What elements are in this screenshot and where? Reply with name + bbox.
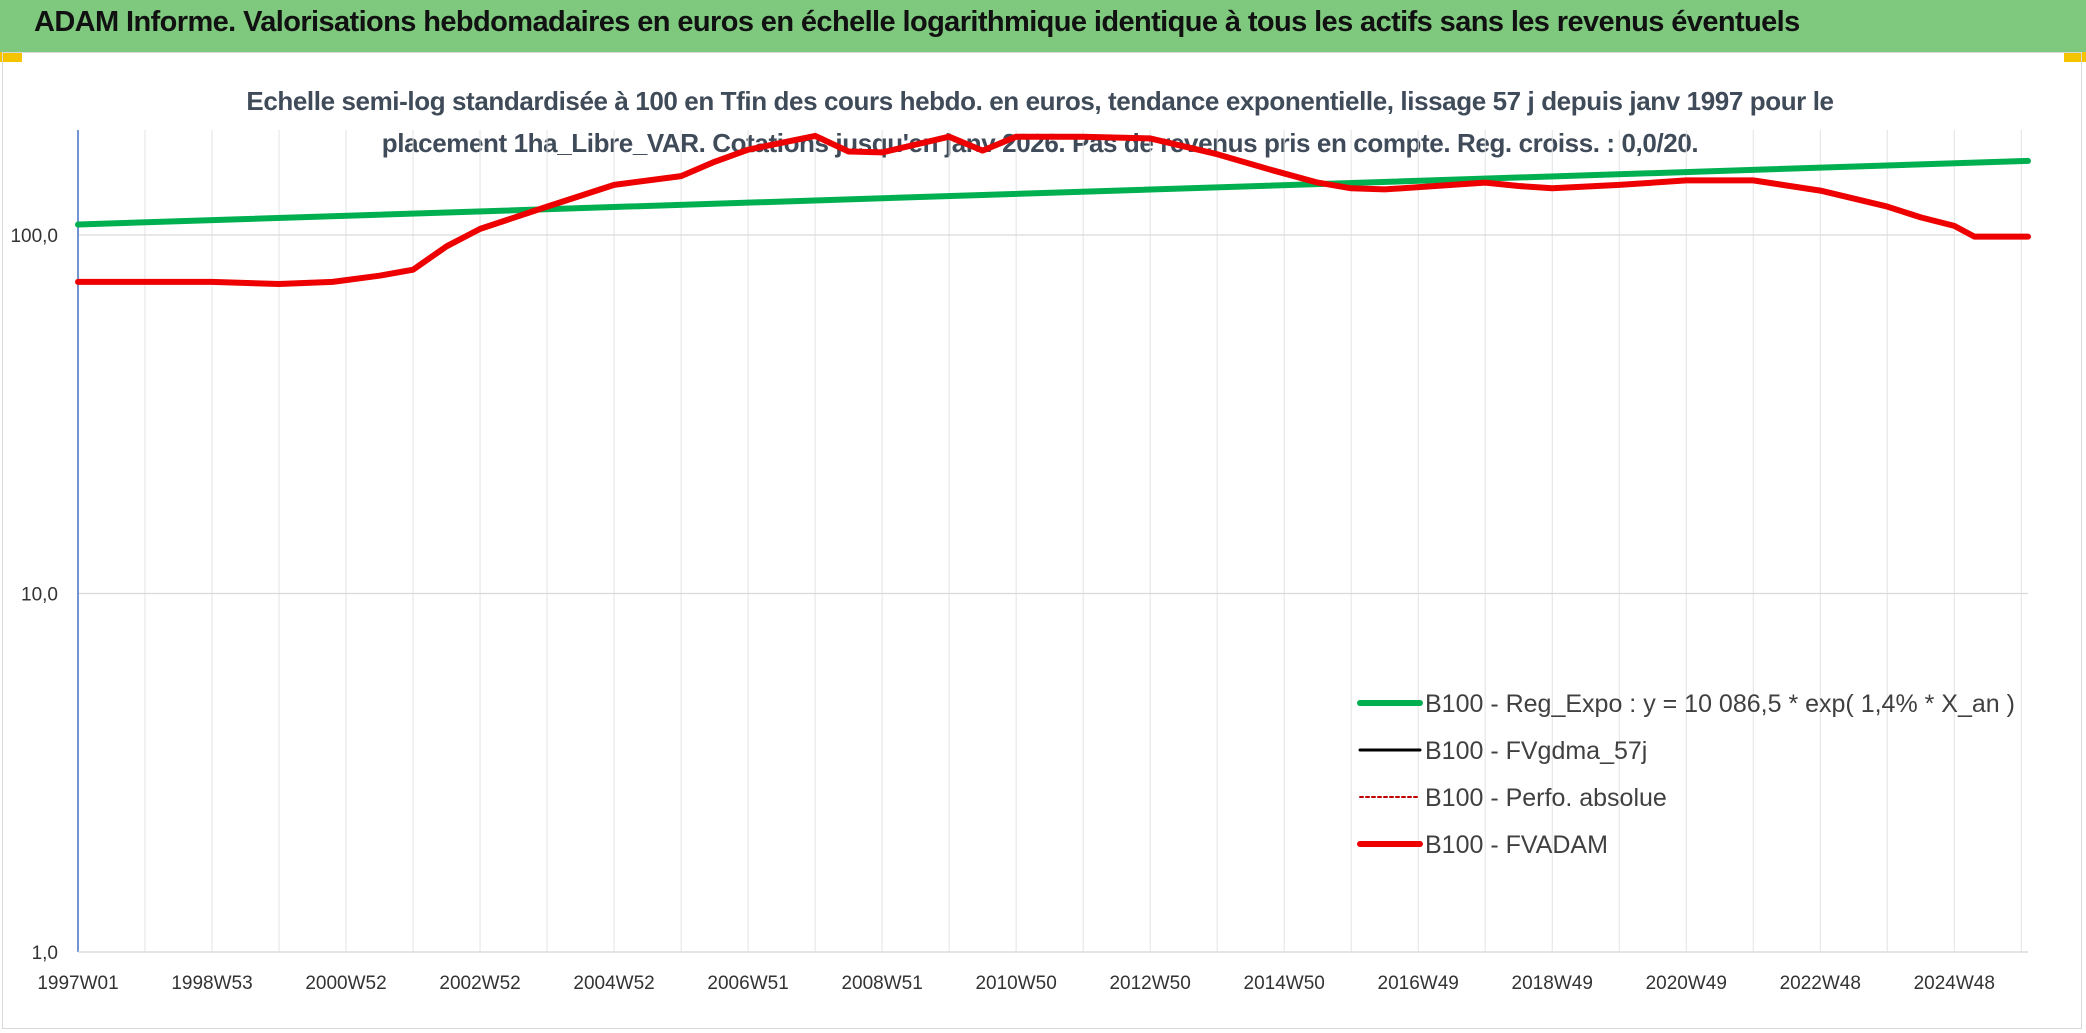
x-tick-label: 2008W51 xyxy=(841,973,922,994)
x-tick-label: 2024W48 xyxy=(1914,973,1995,994)
legend-label: B100 - Perfo. absolue xyxy=(1425,784,1667,812)
series-line-fvadam xyxy=(75,132,2031,287)
x-tick-label: 2016W49 xyxy=(1378,973,1459,994)
corner-marker-right xyxy=(2064,52,2086,62)
y-tick-label: 100,0 xyxy=(10,226,58,247)
series-line-trend xyxy=(75,157,2031,228)
legend-label: B100 - FVADAM xyxy=(1425,831,1608,859)
y-tick-label: 1,0 xyxy=(32,943,58,964)
chart-frame xyxy=(2,52,2082,1029)
x-tick-label: 2022W48 xyxy=(1780,973,1861,994)
page-title: ADAM Informe. Valorisations hebdomadaire… xyxy=(34,6,1800,38)
x-tick-label: 1997W01 xyxy=(37,973,118,994)
legend-label: B100 - Reg_Expo : y = 10 086,5 * exp( 1,… xyxy=(1425,690,2015,718)
x-tick-label: 1998W53 xyxy=(171,973,252,994)
x-tick-label: 2018W49 xyxy=(1512,973,1593,994)
header-banner: ADAM Informe. Valorisations hebdomadaire… xyxy=(0,0,2086,52)
x-tick-label: 2020W49 xyxy=(1646,973,1727,994)
x-tick-label: 2002W52 xyxy=(439,973,520,994)
legend-label: B100 - FVgdma_57j xyxy=(1425,737,1647,765)
x-tick-label: 2014W50 xyxy=(1244,973,1325,994)
chart-title-line2: placement 1ha_Libre_VAR. Cotations jusqu… xyxy=(381,128,1699,158)
x-tick-label: 2012W50 xyxy=(1109,973,1190,994)
y-tick-label: 10,0 xyxy=(21,585,58,606)
x-tick-label: 2006W51 xyxy=(707,973,788,994)
x-tick-label: 2004W52 xyxy=(573,973,654,994)
x-tick-label: 2010W50 xyxy=(975,973,1056,994)
corner-marker-left xyxy=(0,52,22,62)
chart-title-line1: Echelle semi-log standardisée à 100 en T… xyxy=(246,86,1834,116)
x-tick-label: 2000W52 xyxy=(305,973,386,994)
